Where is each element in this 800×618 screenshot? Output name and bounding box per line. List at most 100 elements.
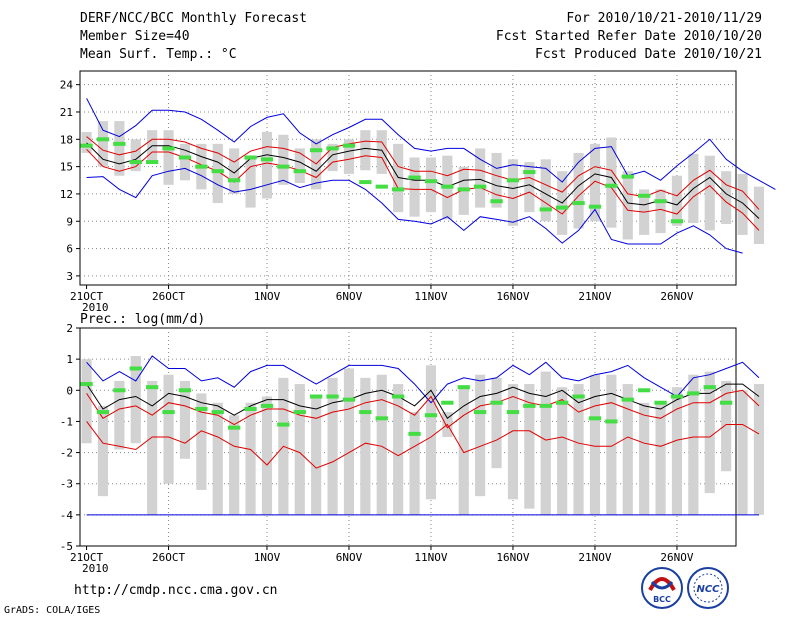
observed-marker (703, 385, 716, 390)
observed-marker (228, 178, 241, 183)
ensemble-box (229, 415, 240, 515)
ncc-logo: NCC (687, 567, 729, 609)
observed-marker (293, 410, 306, 415)
y-tick-label: 2 (66, 322, 73, 335)
observed-marker (80, 143, 93, 148)
series-line-mean (86, 142, 760, 219)
ensemble-box (753, 186, 765, 245)
ensemble-box (212, 143, 223, 204)
fcst-produced-date: Fcst Produced Date 2010/10/21 (535, 47, 762, 62)
bcc-logo: BCC (641, 567, 683, 609)
observed-marker (359, 180, 372, 185)
series-line-max (86, 98, 776, 190)
observed-marker (359, 410, 372, 415)
x-year-label: 2010 (82, 301, 109, 314)
ensemble-box (130, 356, 141, 444)
observed-marker (441, 400, 454, 405)
observed-marker (162, 146, 175, 151)
ensemble-box (278, 134, 289, 185)
series-line-min (86, 167, 743, 254)
observed-marker (195, 164, 208, 169)
ensemble-box (179, 380, 191, 459)
ensemble-box (360, 377, 371, 515)
ensemble-box (261, 132, 273, 199)
ensemble-box (294, 148, 305, 184)
ensemble-box (721, 380, 732, 472)
ensemble-box (114, 380, 125, 450)
observed-marker (342, 143, 356, 148)
ensemble-box (721, 171, 732, 224)
source-url[interactable]: http://cmdp.ncc.cma.gov.cn (74, 583, 278, 598)
observed-marker (228, 425, 241, 430)
y-tick-label: 6 (66, 243, 73, 256)
observed-marker (96, 410, 110, 415)
observed-marker (424, 179, 438, 184)
observed-marker (474, 410, 487, 415)
ensemble-box (704, 371, 715, 494)
observed-marker (146, 385, 159, 390)
observed-marker (605, 419, 618, 424)
series-line-upper (86, 383, 760, 420)
observed-marker (244, 155, 257, 160)
y-tick-label: 1 (66, 353, 73, 366)
ensemble-box (409, 412, 420, 515)
observed-marker (670, 219, 684, 224)
ensemble-box (507, 159, 519, 226)
x-year-label: 2010 (82, 562, 109, 575)
observed-marker (96, 137, 110, 142)
observed-marker (457, 187, 470, 192)
variable-label: Mean Surf. Temp.: °C (80, 47, 237, 62)
series-line-mean (86, 389, 760, 429)
ensemble-box (130, 139, 141, 172)
ncc-logo-text: NCC (696, 584, 720, 595)
observed-marker (539, 207, 552, 212)
ensemble-box (245, 155, 256, 208)
observed-marker (670, 394, 684, 399)
observed-marker (654, 400, 667, 405)
observed-marker (638, 388, 651, 393)
observed-marker (588, 416, 602, 421)
y-tick-label: -4 (60, 509, 74, 522)
y-tick-label: -1 (60, 415, 73, 428)
ensemble-box (425, 157, 437, 213)
y-tick-label: -5 (60, 540, 73, 553)
chart-title: DERF/NCC/BCC Monthly Forecast (80, 11, 307, 26)
x-tick-label: 26OCT (152, 290, 185, 303)
observed-marker (408, 175, 421, 180)
ensemble-box (425, 365, 437, 500)
plot-frame (79, 70, 737, 286)
observed-marker (392, 394, 405, 399)
ensemble-box (81, 132, 92, 153)
x-tick-label: 6NOV (336, 551, 363, 564)
observed-marker (178, 155, 192, 160)
observed-marker (687, 391, 700, 396)
x-tick-label: 1NOV (254, 551, 281, 564)
observed-marker (129, 160, 142, 165)
y-tick-label: 0 (66, 384, 73, 397)
ensemble-box (671, 387, 683, 515)
x-tick-label: 21OCT (70, 551, 103, 564)
ensemble-box (97, 121, 109, 167)
observed-marker (293, 169, 306, 174)
observed-marker (556, 400, 569, 405)
ensemble-box (524, 162, 535, 213)
ensemble-box (507, 384, 519, 500)
series-line-lower (86, 148, 760, 231)
observed-marker (244, 406, 257, 411)
ensemble-box (557, 387, 568, 515)
ensemble-box (589, 374, 601, 515)
ensemble-box (622, 384, 633, 515)
observed-marker (572, 201, 585, 206)
y-tick-label: -2 (60, 447, 73, 460)
observed-marker (375, 416, 388, 421)
ensemble-box (655, 402, 666, 515)
observed-marker (539, 403, 552, 408)
ensemble-box (491, 377, 502, 469)
x-tick-label: 11NOV (414, 290, 447, 303)
plot-frame (79, 327, 737, 547)
ensemble-box (540, 371, 551, 515)
observed-marker (621, 397, 634, 402)
ensemble-box (573, 384, 584, 515)
series-line-max (86, 355, 760, 404)
